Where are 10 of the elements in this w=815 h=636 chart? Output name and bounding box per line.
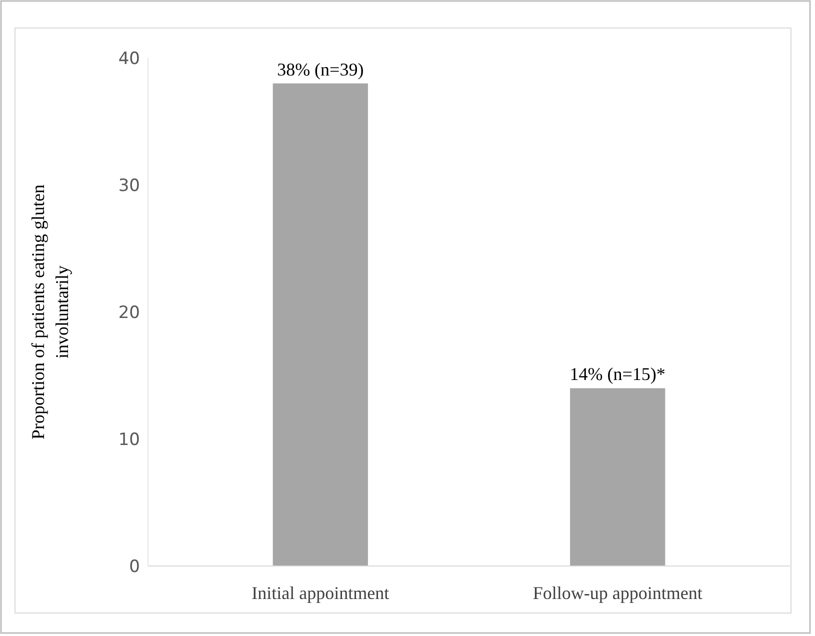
y-tick-label: 30 xyxy=(118,176,140,196)
y-axis-title: Proportion of patients eating gluten involuntarily xyxy=(28,184,72,440)
y-tick-label: 40 xyxy=(118,48,140,69)
y-tick-label: 0 xyxy=(129,556,140,577)
x-tick-label: Initial appointment xyxy=(252,583,390,603)
x-tick-label: Follow-up appointment xyxy=(532,583,702,603)
data-label: 14% (n=15)* xyxy=(570,364,666,384)
y-tick-label: 20 xyxy=(118,302,140,323)
data-label: 38% (n=39) xyxy=(277,59,364,80)
y-tick-label: 10 xyxy=(118,430,140,450)
